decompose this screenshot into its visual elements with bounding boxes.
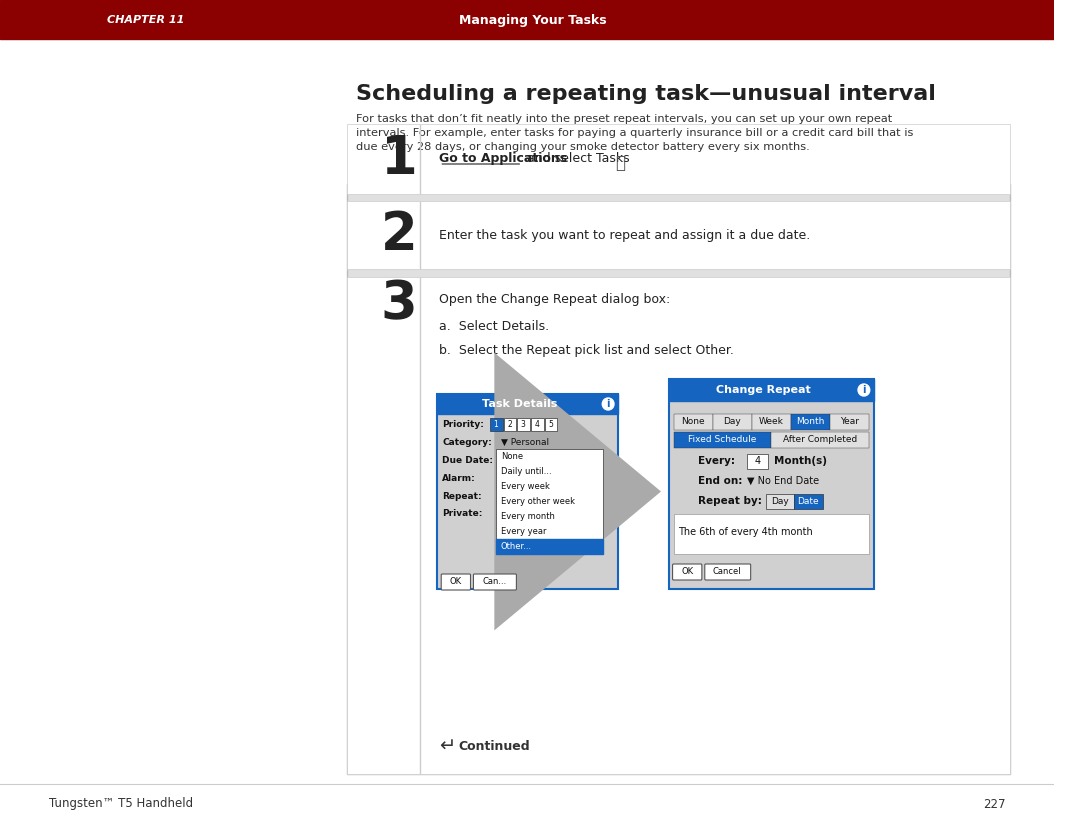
Bar (669, 379, 874, 589)
Text: 5: 5 (549, 420, 553, 429)
Text: Task Details: Task Details (482, 399, 557, 409)
Text: Due Date:: Due Date: (442, 455, 494, 465)
Text: The 6th of every 4th month: The 6th of every 4th month (678, 527, 813, 537)
Bar (517, 418, 530, 431)
Text: Date: Date (797, 496, 819, 505)
Text: 🗂: 🗂 (615, 154, 625, 172)
Bar (496, 449, 604, 554)
Text: Tungsten™ T5 Handheld: Tungsten™ T5 Handheld (49, 797, 193, 811)
Text: Repeat by:: Repeat by: (698, 496, 761, 506)
Bar (531, 418, 543, 431)
Text: ▼ Personal: ▼ Personal (501, 438, 549, 446)
Text: Scheduling a repeating task—unusual interval: Scheduling a repeating task—unusual inte… (356, 84, 936, 104)
Text: ↵: ↵ (440, 736, 456, 756)
Bar (490, 418, 502, 431)
Text: Repeat:: Repeat: (442, 491, 482, 500)
Text: Continued: Continued (459, 740, 530, 752)
Text: Alarm:: Alarm: (442, 474, 476, 483)
Bar (713, 414, 752, 430)
Bar (544, 418, 557, 431)
Text: 1: 1 (494, 420, 498, 429)
FancyBboxPatch shape (673, 564, 702, 580)
Text: Day: Day (724, 416, 741, 425)
Bar (674, 432, 771, 448)
Bar (794, 494, 823, 509)
Text: Other...: Other... (501, 542, 531, 551)
Text: i: i (862, 385, 866, 395)
Bar (771, 432, 868, 448)
Text: 227: 227 (983, 797, 1005, 811)
Text: Change Repeat: Change Repeat (716, 385, 811, 395)
Text: Every year: Every year (501, 527, 546, 536)
Text: Day: Day (771, 496, 788, 505)
Text: ▼ No End Date: ▼ No End Date (746, 476, 819, 486)
Bar (0, 0, 1054, 39)
Text: and select Tasks: and select Tasks (523, 152, 630, 164)
Text: Open the Change Repeat dialog box:: Open the Change Repeat dialog box: (440, 293, 671, 305)
Text: Month(s): Month(s) (774, 456, 827, 466)
Text: None: None (501, 452, 523, 461)
Text: End on:: End on: (698, 476, 742, 486)
Text: OK: OK (681, 566, 693, 575)
Text: b.  Select the Repeat pick list and select Other.: b. Select the Repeat pick list and selec… (440, 344, 734, 356)
Text: 2: 2 (381, 209, 418, 261)
Text: 3: 3 (381, 278, 418, 330)
Text: Every month: Every month (501, 512, 555, 521)
Bar (503, 418, 516, 431)
Text: 2: 2 (508, 420, 512, 429)
Text: Cancel: Cancel (713, 566, 742, 575)
Text: Daily until...: Daily until... (501, 467, 552, 476)
Circle shape (858, 384, 869, 396)
Bar (829, 414, 868, 430)
Text: Week: Week (759, 416, 784, 425)
Text: Month: Month (796, 416, 824, 425)
Text: Every other week: Every other week (501, 497, 575, 506)
Bar (496, 539, 604, 554)
Bar (767, 494, 794, 509)
Text: 4: 4 (755, 456, 760, 466)
FancyBboxPatch shape (473, 574, 516, 590)
Bar (791, 414, 829, 430)
Bar (347, 124, 1010, 194)
Text: 1: 1 (381, 133, 418, 185)
Text: Fixed Schedule: Fixed Schedule (688, 435, 757, 444)
Bar (347, 201, 1010, 269)
Bar (746, 454, 768, 469)
Text: 3: 3 (521, 420, 526, 429)
Text: Category:: Category: (442, 438, 492, 446)
Bar (752, 414, 791, 430)
Text: Can...: Can... (483, 576, 507, 585)
Text: Private:: Private: (442, 510, 483, 519)
Text: a.  Select Details.: a. Select Details. (440, 319, 550, 333)
Bar (347, 184, 1010, 774)
Bar (437, 394, 618, 414)
Text: Every week: Every week (501, 482, 550, 491)
Text: Priority:: Priority: (442, 420, 484, 429)
Text: None: None (681, 416, 705, 425)
Bar (669, 379, 874, 401)
Text: Go to Applications: Go to Applications (440, 152, 567, 164)
Text: Every:: Every: (698, 456, 735, 466)
Bar (674, 414, 713, 430)
Text: After Completed: After Completed (783, 435, 858, 444)
Text: For tasks that don’t fit neatly into the preset repeat intervals, you can set up: For tasks that don’t fit neatly into the… (356, 114, 914, 152)
Text: OK: OK (449, 576, 462, 585)
Text: Year: Year (840, 416, 859, 425)
Bar (437, 394, 618, 589)
Text: CHAPTER 11: CHAPTER 11 (107, 15, 185, 25)
FancyBboxPatch shape (442, 574, 471, 590)
Bar (347, 277, 1010, 774)
Text: i: i (606, 399, 610, 409)
FancyBboxPatch shape (705, 564, 751, 580)
Circle shape (603, 398, 615, 410)
Bar (674, 514, 868, 554)
Text: Managing Your Tasks: Managing Your Tasks (459, 13, 606, 27)
Text: 4: 4 (535, 420, 539, 429)
Text: Enter the task you want to repeat and assign it a due date.: Enter the task you want to repeat and as… (440, 229, 810, 242)
